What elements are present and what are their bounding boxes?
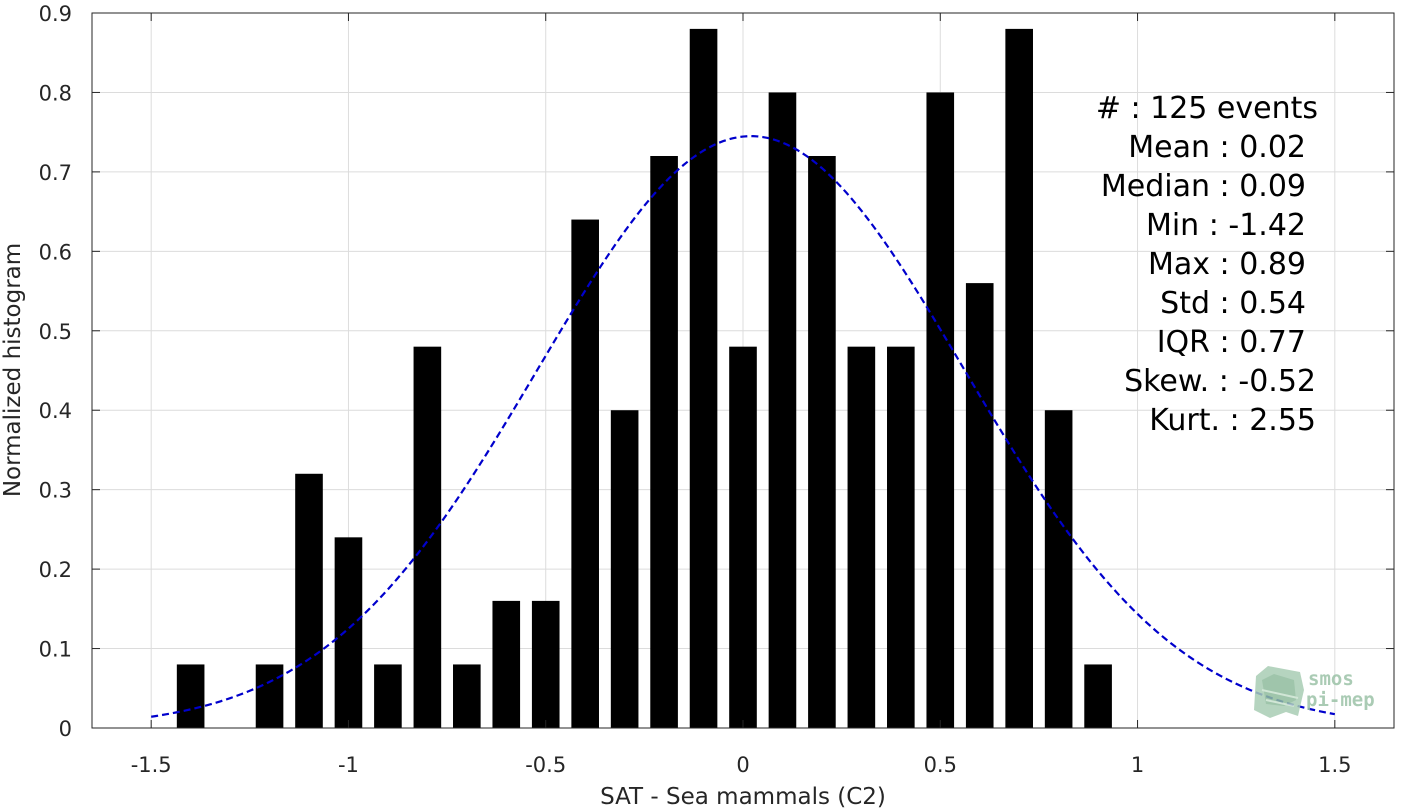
histogram-bars xyxy=(176,28,1112,729)
histogram-bar xyxy=(729,346,757,728)
x-tick-label: 1 xyxy=(1131,753,1144,777)
y-tick-label: 0.7 xyxy=(39,161,72,185)
stat-line: Kurt. : 2.55 xyxy=(1149,403,1316,438)
statistics-box: # : 125 events Mean : 0.02 Median : 0.09 Mi… xyxy=(1096,91,1318,438)
y-tick-label: 0.1 xyxy=(39,638,72,662)
y-tick-label: 0.6 xyxy=(39,240,72,264)
stat-line: Skew. : -0.52 xyxy=(1124,364,1316,399)
histogram-bar xyxy=(453,664,481,728)
x-tick-label: -0.5 xyxy=(525,753,566,777)
x-tick-label: -1 xyxy=(338,753,359,777)
histogram-bar xyxy=(531,600,560,728)
histogram-bar xyxy=(255,664,284,728)
y-tick-label: 0.4 xyxy=(39,399,72,423)
stat-line: Max : 0.89 xyxy=(1148,247,1306,282)
histogram-bar xyxy=(1005,28,1033,728)
y-tick-label: 0.3 xyxy=(39,479,72,503)
histogram-bar xyxy=(808,156,836,728)
stat-line: Mean : 0.02 xyxy=(1128,130,1306,165)
histogram-bar xyxy=(689,28,718,728)
histogram-bar xyxy=(413,346,442,728)
x-tick-label: 1.5 xyxy=(1318,753,1351,777)
stat-line: Std : 0.54 xyxy=(1160,286,1306,321)
histogram-bar xyxy=(926,92,955,728)
histogram-bar xyxy=(1044,410,1073,728)
histogram-bar xyxy=(1084,664,1112,728)
x-tick-label: 0.5 xyxy=(924,753,957,777)
y-axis-label: Normalized histogram xyxy=(0,243,26,497)
stat-line: # : 125 events xyxy=(1096,91,1318,126)
histogram-bar xyxy=(650,156,678,728)
x-tick-label: -1.5 xyxy=(131,753,172,777)
histogram-bar xyxy=(887,346,915,728)
histogram-bar xyxy=(847,346,876,728)
y-tick-label: 0.2 xyxy=(39,558,72,582)
smos-pi-mep-logo: smos pi-mep xyxy=(1254,666,1375,718)
axis-ticks xyxy=(92,12,1394,729)
histogram-bar xyxy=(768,92,797,728)
y-tick-label: 0.5 xyxy=(39,320,72,344)
histogram-bar xyxy=(965,283,994,728)
histogram-bar xyxy=(492,600,521,728)
y-tick-label: 0.9 xyxy=(39,2,72,26)
y-tick-label: 0.8 xyxy=(39,81,72,105)
histogram-bar xyxy=(374,664,402,728)
logo-line1: smos xyxy=(1308,668,1354,690)
x-axis-label: SAT - Sea mammals (C2) xyxy=(600,784,886,809)
stat-line: IQR : 0.77 xyxy=(1157,325,1306,360)
x-tick-label: 0 xyxy=(736,753,749,777)
logo-line2: pi-mep xyxy=(1306,689,1375,711)
histogram-bar xyxy=(334,537,363,728)
histogram-bar xyxy=(610,410,639,728)
histogram-bar xyxy=(295,473,323,728)
x-tick-labels: -1.5 -1 -0.5 0 0.5 1 1.5 xyxy=(131,753,1352,777)
stat-line: Median : 0.09 xyxy=(1101,169,1306,204)
stat-line: Min : -1.42 xyxy=(1146,208,1306,243)
histogram-bar xyxy=(571,219,599,729)
normal-fit-curve xyxy=(151,135,1336,718)
logo-map-icon xyxy=(1254,666,1304,718)
y-tick-label: 0 xyxy=(59,717,72,741)
histogram-bar xyxy=(176,664,205,728)
y-tick-labels: 0 0.1 0.2 0.3 0.4 0.5 0.6 0.7 0.8 0.9 xyxy=(39,2,72,741)
